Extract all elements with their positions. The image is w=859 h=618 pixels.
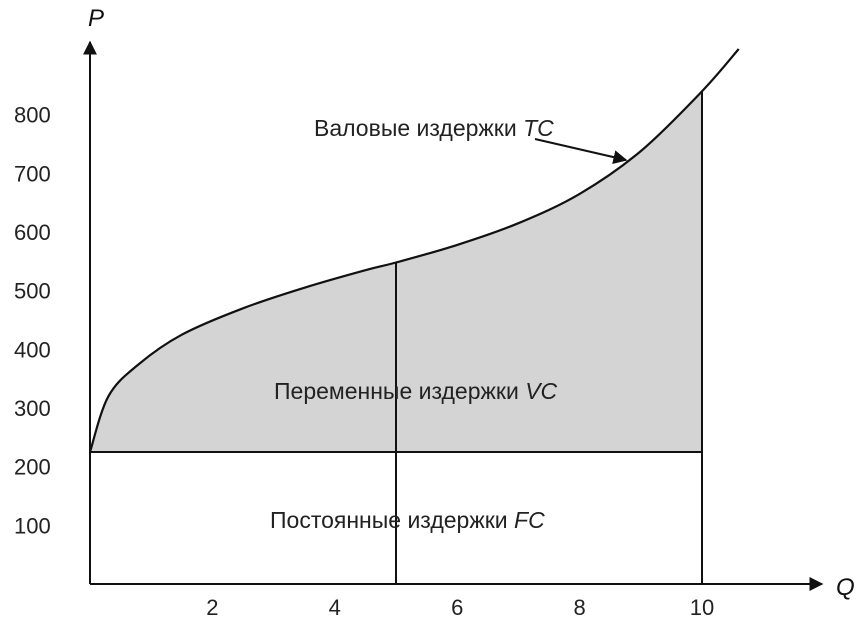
y-tick-label-400: 400 xyxy=(14,337,51,362)
y-tick-label-300: 300 xyxy=(14,396,51,421)
y-tick-label-200: 200 xyxy=(14,455,51,480)
total-cost-curve xyxy=(88,48,740,453)
tc-pointer-arrow xyxy=(534,138,628,164)
y-tick-label-800: 800 xyxy=(14,103,51,128)
x-axis-label: Q xyxy=(836,574,855,601)
y-tick-label-700: 700 xyxy=(14,161,51,186)
fc-annotation: Постоянные издержки FC xyxy=(270,507,545,533)
x-tick-label-4: 4 xyxy=(329,595,341,618)
x-tick-label-8: 8 xyxy=(573,595,585,618)
y-axis-label: P xyxy=(88,5,104,32)
y-tick-label-600: 600 xyxy=(14,220,51,245)
tc-annotation: Валовые издержки TC xyxy=(314,115,554,141)
y-tick-label-500: 500 xyxy=(14,279,51,304)
x-tick-label-6: 6 xyxy=(451,595,463,618)
x-tick-label-2: 2 xyxy=(206,595,218,618)
x-tick-label-10: 10 xyxy=(690,595,714,618)
y-tick-label-100: 100 xyxy=(14,513,51,538)
vc-annotation: Переменные издержки VC xyxy=(274,378,558,404)
